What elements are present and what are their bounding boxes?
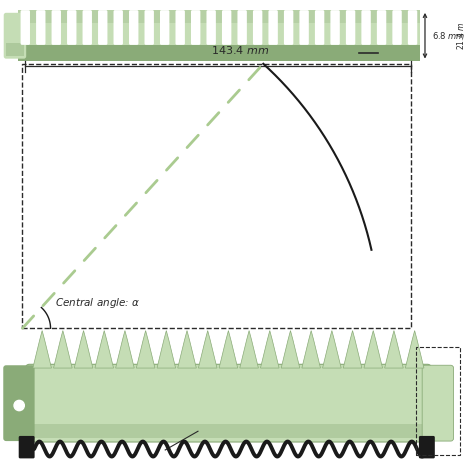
FancyBboxPatch shape bbox=[67, 10, 76, 45]
Text: Central angle: $\alpha$: Central angle: $\alpha$ bbox=[55, 296, 141, 310]
Bar bbox=[416, 347, 460, 455]
Polygon shape bbox=[157, 330, 176, 368]
FancyBboxPatch shape bbox=[4, 13, 26, 59]
Bar bbox=[6, 44, 24, 56]
FancyBboxPatch shape bbox=[191, 10, 201, 45]
Polygon shape bbox=[384, 330, 403, 368]
Bar bbox=[18, 45, 420, 62]
FancyBboxPatch shape bbox=[3, 365, 35, 441]
FancyBboxPatch shape bbox=[377, 10, 386, 45]
Polygon shape bbox=[95, 330, 114, 368]
FancyBboxPatch shape bbox=[18, 436, 35, 458]
Bar bbox=[29, 424, 428, 438]
FancyBboxPatch shape bbox=[114, 10, 123, 45]
Polygon shape bbox=[240, 330, 258, 368]
Polygon shape bbox=[302, 330, 320, 368]
FancyBboxPatch shape bbox=[422, 365, 454, 441]
Polygon shape bbox=[178, 330, 196, 368]
FancyBboxPatch shape bbox=[361, 10, 371, 45]
Polygon shape bbox=[219, 330, 238, 368]
FancyBboxPatch shape bbox=[315, 10, 324, 45]
Polygon shape bbox=[116, 330, 134, 368]
FancyBboxPatch shape bbox=[98, 10, 108, 45]
FancyBboxPatch shape bbox=[129, 10, 138, 45]
FancyBboxPatch shape bbox=[175, 10, 185, 45]
FancyBboxPatch shape bbox=[346, 10, 356, 45]
Polygon shape bbox=[281, 330, 300, 368]
FancyBboxPatch shape bbox=[20, 10, 30, 45]
Polygon shape bbox=[364, 330, 383, 368]
FancyBboxPatch shape bbox=[82, 10, 92, 45]
Polygon shape bbox=[261, 330, 279, 368]
FancyBboxPatch shape bbox=[52, 10, 61, 45]
Circle shape bbox=[14, 401, 24, 410]
FancyBboxPatch shape bbox=[392, 10, 402, 45]
FancyBboxPatch shape bbox=[36, 10, 46, 45]
Polygon shape bbox=[322, 330, 341, 368]
FancyBboxPatch shape bbox=[419, 436, 435, 458]
Polygon shape bbox=[199, 330, 217, 368]
FancyBboxPatch shape bbox=[222, 10, 231, 45]
Bar bbox=[18, 10, 420, 45]
Text: $6.8\ \mathit{mm}$: $6.8\ \mathit{mm}$ bbox=[432, 30, 465, 41]
Bar bbox=[18, 10, 420, 23]
FancyBboxPatch shape bbox=[207, 10, 216, 45]
FancyBboxPatch shape bbox=[408, 10, 417, 45]
Polygon shape bbox=[343, 330, 362, 368]
Polygon shape bbox=[405, 330, 424, 368]
Bar bbox=[22, 64, 411, 328]
FancyBboxPatch shape bbox=[145, 10, 154, 45]
Polygon shape bbox=[137, 330, 155, 368]
Polygon shape bbox=[33, 330, 52, 368]
FancyBboxPatch shape bbox=[300, 10, 309, 45]
FancyBboxPatch shape bbox=[330, 10, 340, 45]
Text: $21.4\ \mathit{m}$: $21.4\ \mathit{m}$ bbox=[456, 21, 466, 50]
FancyBboxPatch shape bbox=[237, 10, 247, 45]
Polygon shape bbox=[54, 330, 72, 368]
FancyBboxPatch shape bbox=[26, 365, 431, 442]
FancyBboxPatch shape bbox=[253, 10, 262, 45]
FancyBboxPatch shape bbox=[284, 10, 293, 45]
Text: $143.4\ \mathit{mm}$: $143.4\ \mathit{mm}$ bbox=[211, 44, 269, 56]
Polygon shape bbox=[74, 330, 93, 368]
FancyBboxPatch shape bbox=[160, 10, 169, 45]
FancyBboxPatch shape bbox=[268, 10, 278, 45]
